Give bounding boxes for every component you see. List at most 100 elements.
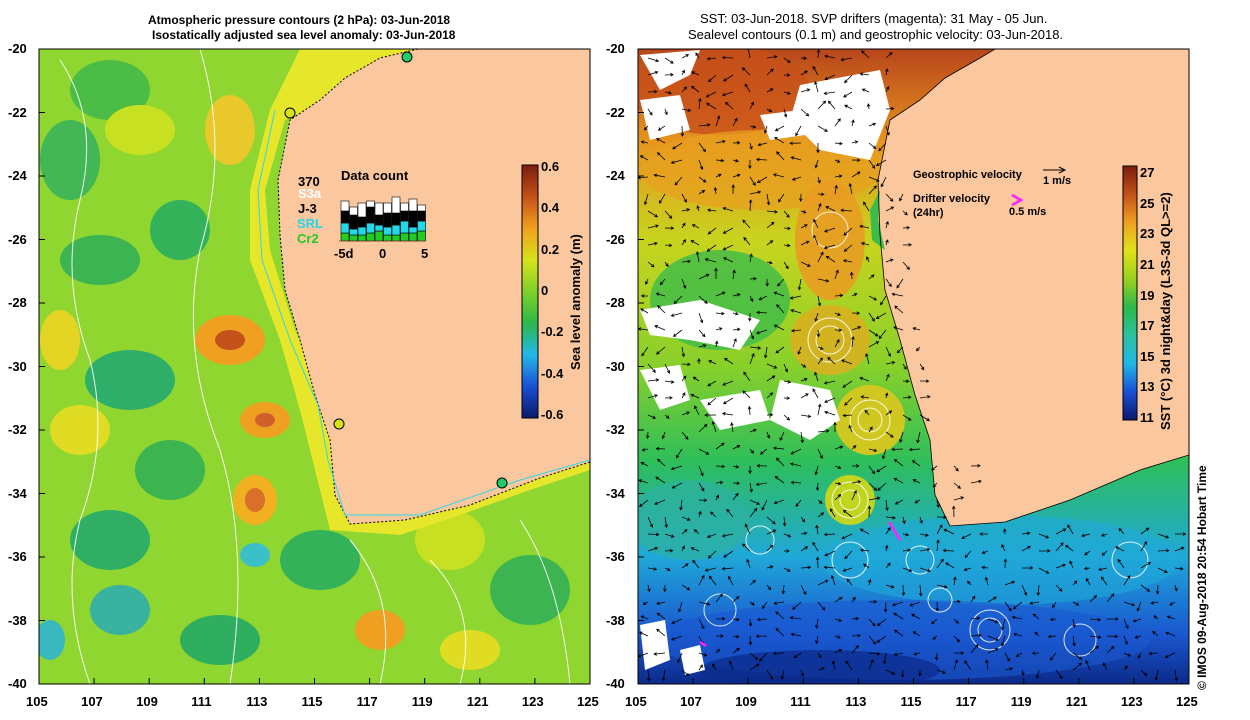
velocity-arrow: [755, 634, 768, 638]
lat-tick-label-right: -38: [606, 612, 625, 628]
lat-tick-label-right: -32: [606, 422, 625, 437]
velocity-arrow: [681, 431, 689, 440]
velocity-arrow: [867, 505, 872, 518]
velocity-arrow: [919, 516, 923, 524]
histogram-bar: [357, 226, 367, 236]
imos-credit: © IMOS 09-Aug-2018 20:54 Hobart Time: [1195, 465, 1209, 690]
velocity-arrow: [885, 373, 890, 382]
velocity-arrow: [851, 140, 859, 144]
velocity-arrow: [851, 171, 861, 178]
velocity-arrow: [824, 227, 836, 233]
velocity-arrow: [698, 510, 702, 518]
velocity-arrow: [698, 295, 708, 304]
histogram-bar: [349, 234, 358, 242]
velocity-arrow: [766, 193, 771, 206]
velocity-arrow: [1011, 615, 1023, 620]
velocity-arrow: [732, 311, 739, 316]
velocity-arrow: [766, 375, 776, 382]
velocity-arrow: [961, 533, 972, 539]
velocity-arrow: [1055, 563, 1067, 569]
velocity-arrow: [868, 600, 878, 604]
velocity-arrow: [834, 312, 841, 316]
velocity-arrow: [657, 458, 666, 467]
velocity-arrow: [851, 464, 860, 468]
velocity-arrow: [748, 199, 753, 212]
velocity-arrow: [755, 482, 768, 486]
velocity-arrow: [714, 340, 719, 348]
velocity-arrow: [795, 499, 802, 507]
velocity-arrow: [868, 482, 878, 491]
velocity-arrow: [844, 104, 853, 110]
velocity-arrow: [656, 612, 666, 620]
velocity-arrow: [690, 547, 700, 552]
velocity-arrow: [885, 410, 893, 416]
left-colorbar: [521, 164, 539, 419]
velocity-arrow: [1123, 575, 1131, 586]
lon-tick-label-left: 113: [246, 694, 268, 709]
velocity-arrow: [868, 185, 877, 195]
histogram-bar: [400, 210, 409, 222]
velocity-arrow: [899, 431, 904, 443]
velocity-arrow: [868, 159, 876, 169]
velocity-arrow: [1140, 562, 1152, 569]
velocity-arrow: [728, 660, 734, 671]
histogram-bar: [357, 234, 367, 242]
velocity-arrow: [791, 176, 802, 181]
velocity-arrow: [841, 533, 853, 540]
velocity-arrow: [723, 357, 734, 365]
lon-tick-label-right: 113: [845, 694, 867, 709]
velocity-arrow: [659, 278, 666, 286]
lat-tick-label-left: -32: [8, 422, 27, 437]
velocity-arrow: [677, 652, 683, 664]
velocity-arrow: [1004, 667, 1014, 671]
velocity-arrow: [1055, 542, 1064, 552]
drifter-velocity-label: Drifter velocity: [913, 193, 991, 205]
velocity-arrow: [677, 601, 683, 613]
velocity-arrow: [800, 414, 812, 418]
velocity-arrow: [681, 563, 689, 569]
shark-bay: [870, 190, 885, 250]
velocity-arrow: [1140, 584, 1151, 592]
velocity-arrow: [1089, 645, 1100, 654]
velocity-arrow: [834, 596, 843, 603]
velocity-arrow: [868, 341, 880, 348]
velocity-arrow: [715, 327, 723, 331]
velocity-arrow: [749, 428, 757, 433]
velocity-arrow: [766, 669, 774, 680]
velocity-arrow: [919, 567, 931, 573]
lon-tick-label-right: 119: [1010, 694, 1032, 709]
velocity-arrow: [748, 159, 752, 170]
velocity-arrow: [691, 224, 700, 229]
velocity-arrow: [984, 576, 989, 586]
velocity-arrow: [663, 584, 667, 593]
velocity-arrow: [647, 532, 660, 537]
velocity-arrow: [919, 547, 931, 552]
velocity-arrow: [860, 241, 870, 246]
velocity-arrow: [1123, 635, 1128, 646]
velocity-arrow: [641, 447, 649, 452]
velocity-arrow: [909, 601, 921, 607]
velocity-arrow: [749, 176, 756, 186]
velocity-arrow: [715, 115, 721, 127]
velocity-arrow: [1047, 634, 1057, 639]
velocity-arrow: [1083, 566, 1091, 571]
velocity-arrow: [655, 138, 666, 144]
velocity-arrow: [800, 363, 807, 368]
velocity-arrow: [885, 193, 894, 202]
velocity-arrow: [698, 329, 706, 338]
velocity-arrow: [800, 210, 807, 214]
velocity-arrow: [772, 446, 785, 450]
lon-tick-label-left: 111: [191, 694, 212, 709]
velocity-arrow: [755, 157, 768, 162]
velocity-arrow: [882, 652, 887, 665]
velocity-arrow: [653, 173, 666, 178]
velocity-arrow: [834, 494, 842, 501]
velocity-arrow: [1174, 566, 1184, 571]
velocity-arrow: [1106, 645, 1115, 654]
left-map: [39, 49, 590, 684]
velocity-arrow: [1155, 584, 1160, 595]
lon-tick-label-left: 125: [577, 694, 599, 709]
left-colorbar-label: Sea level anomaly (m): [568, 234, 583, 370]
velocity-arrow: [1089, 635, 1102, 639]
lat-tick-label-left: -28: [8, 295, 27, 310]
